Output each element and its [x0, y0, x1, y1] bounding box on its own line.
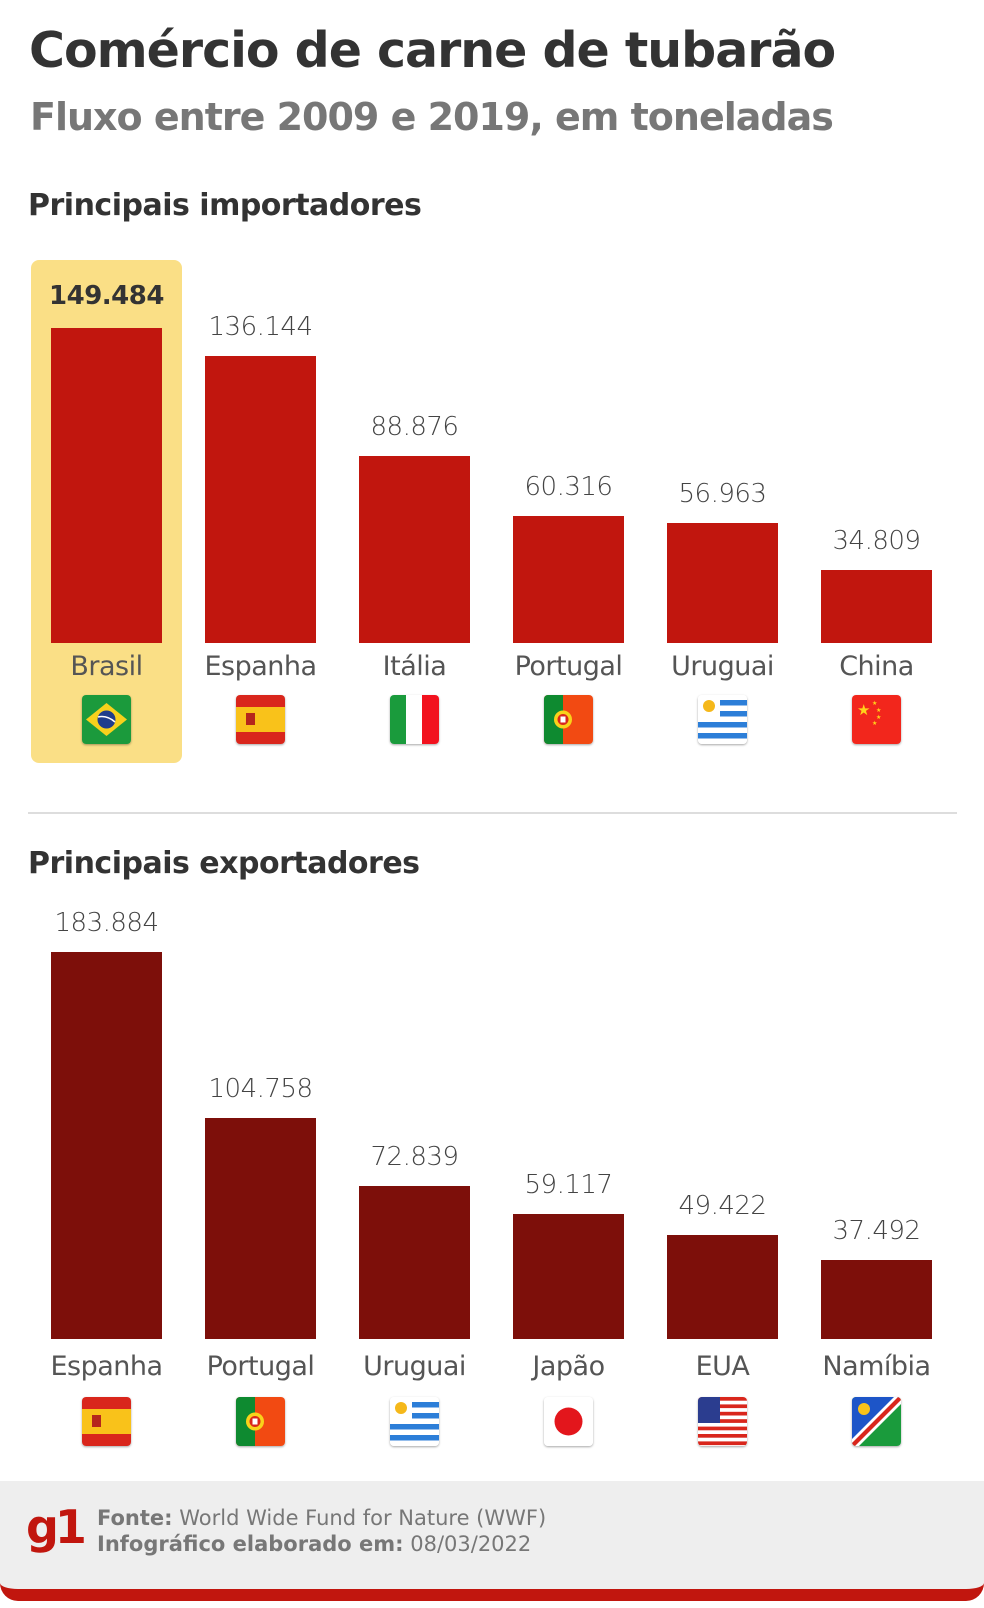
- data-label: 136.144: [208, 312, 313, 343]
- svg-text:★: ★: [872, 720, 877, 727]
- data-label: 49.422: [678, 1190, 767, 1221]
- bar-espanha: [51, 951, 162, 1339]
- category-label: China: [839, 651, 914, 682]
- exporters-title: Principais exportadores: [28, 846, 420, 881]
- uruguay-flag-icon: [390, 1397, 439, 1446]
- bar-japão: [513, 1214, 624, 1339]
- spain-flag-icon: [82, 1397, 131, 1446]
- category-label: Portugal: [514, 651, 623, 682]
- category-label: EUA: [695, 1351, 750, 1382]
- chart-title: Comércio de carne de tubarão: [29, 22, 836, 79]
- bar-uruguai: [667, 522, 778, 643]
- chart-subtitle: Fluxo entre 2009 e 2019, em toneladas: [30, 95, 834, 139]
- source-text: World Wide Fund for Nature (WWF): [179, 1506, 547, 1530]
- brazil-flag-icon: [82, 695, 131, 744]
- bar-espanha: [205, 356, 316, 643]
- source-line: Fonte: World Wide Fund for Nature (WWF): [97, 1506, 546, 1530]
- namibia-flag-icon: [852, 1397, 901, 1446]
- date-label: Infográfico elaborado em:: [97, 1532, 404, 1556]
- bar-namíbia: [821, 1260, 932, 1339]
- svg-text:★: ★: [876, 707, 881, 714]
- bar-portugal: [205, 1118, 316, 1339]
- spain-flag-icon: [236, 695, 285, 744]
- category-label: Japão: [532, 1351, 605, 1382]
- data-label: 104.758: [208, 1074, 313, 1105]
- category-label: Espanha: [50, 1351, 163, 1382]
- svg-text:★: ★: [876, 714, 881, 721]
- bar-brasil: [51, 328, 162, 643]
- svg-text:★: ★: [872, 700, 877, 707]
- bar-portugal: [513, 515, 624, 643]
- category-label: Portugal: [206, 1351, 315, 1382]
- bar-uruguai: [359, 1185, 470, 1339]
- china-flag-icon: ★ ★ ★ ★ ★: [852, 695, 901, 744]
- uruguay-flag-icon: [698, 695, 747, 744]
- source-label: Fonte:: [97, 1506, 173, 1530]
- italy-flag-icon: [390, 695, 439, 744]
- date-text: 08/03/2022: [410, 1532, 532, 1556]
- portugal-flag-icon: [236, 1397, 285, 1446]
- category-label: Namíbia: [822, 1351, 931, 1382]
- footer: [0, 1481, 984, 1601]
- data-label: 34.809: [832, 525, 921, 556]
- importers-title: Principais importadores: [28, 188, 422, 223]
- data-label: 183.884: [54, 907, 159, 938]
- divider: [28, 812, 957, 814]
- data-label: 88.876: [370, 411, 459, 442]
- data-label: 72.839: [370, 1141, 459, 1172]
- category-label: Brasil: [70, 651, 143, 682]
- data-label: 60.316: [524, 471, 613, 502]
- data-label: 149.484: [49, 281, 164, 312]
- bar-itália: [359, 455, 470, 643]
- category-label: Espanha: [204, 651, 317, 682]
- data-label: 59.117: [524, 1170, 613, 1201]
- bar-eua: [667, 1234, 778, 1339]
- japan-flag-icon: [544, 1397, 593, 1446]
- date-line: Infográfico elaborado em: 08/03/2022: [97, 1532, 531, 1556]
- data-label: 37.492: [832, 1216, 921, 1246]
- portugal-flag-icon: [544, 695, 593, 744]
- usa-flag-icon: [698, 1397, 747, 1446]
- data-label: 56.963: [678, 478, 767, 509]
- category-label: Uruguai: [363, 1351, 466, 1382]
- bar-china: [821, 569, 932, 643]
- g1-logo: g1: [26, 1500, 87, 1554]
- svg-text:★: ★: [857, 701, 870, 719]
- category-label: Itália: [382, 651, 447, 682]
- category-label: Uruguai: [671, 651, 774, 682]
